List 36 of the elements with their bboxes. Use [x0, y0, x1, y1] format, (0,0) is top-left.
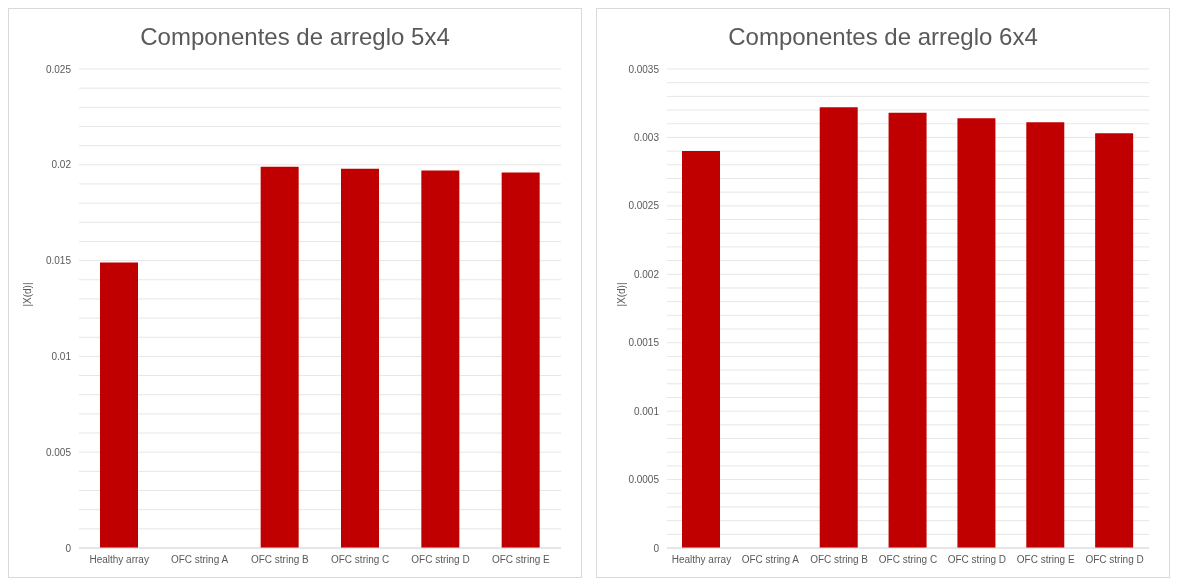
x-tick-label: OFC string D	[1085, 554, 1144, 566]
y-tick-label: 0.0035	[628, 63, 660, 75]
x-tick-label: OFC string C	[330, 554, 390, 566]
y-tick-label: 0.01	[51, 350, 72, 362]
y-tick-label: 0.001	[633, 405, 660, 417]
x-tick-label: OFC string C	[878, 554, 938, 566]
x-tick-label: OFC string B	[810, 554, 869, 566]
chart-title: Componentes de arreglo 6x4	[727, 23, 1039, 51]
x-tick-label: OFC string D	[411, 554, 470, 566]
x-tick-label: OFC string A	[170, 554, 229, 566]
bar	[501, 172, 540, 548]
y-tick-label: 0.003	[633, 131, 660, 143]
y-tick-label: 0.02	[51, 159, 72, 171]
y-tick-label: 0	[65, 542, 72, 554]
bar	[421, 170, 460, 548]
x-tick-label: OFC string B	[250, 554, 310, 566]
x-tick-label: Healthy array	[89, 554, 149, 566]
y-tick-label: 0.002	[633, 268, 660, 280]
bar	[260, 166, 299, 548]
y-tick-label: 0.0015	[628, 337, 660, 349]
x-tick-label: OFC string E	[1016, 554, 1075, 566]
x-tick-label: OFC string D	[947, 554, 1007, 566]
chart-title: Componentes de arreglo 5x4	[139, 23, 451, 51]
y-tick-label: 0	[653, 542, 660, 554]
bar	[100, 262, 138, 548]
y-tick-label: 0.025	[45, 63, 72, 75]
x-tick-label: Healthy array	[671, 554, 732, 566]
y-axis-title: |X(d)|	[615, 281, 627, 309]
y-tick-label: 0.005	[45, 446, 72, 458]
x-tick-label: OFC string E	[491, 554, 551, 566]
x-tick-label: OFC string A	[741, 554, 800, 566]
y-tick-label: 0.0005	[628, 474, 660, 486]
y-tick-label: 0.0025	[628, 200, 660, 212]
y-axis-title: |X(d)|	[21, 281, 33, 309]
y-tick-label: 0.015	[45, 255, 72, 267]
bar	[341, 168, 379, 548]
